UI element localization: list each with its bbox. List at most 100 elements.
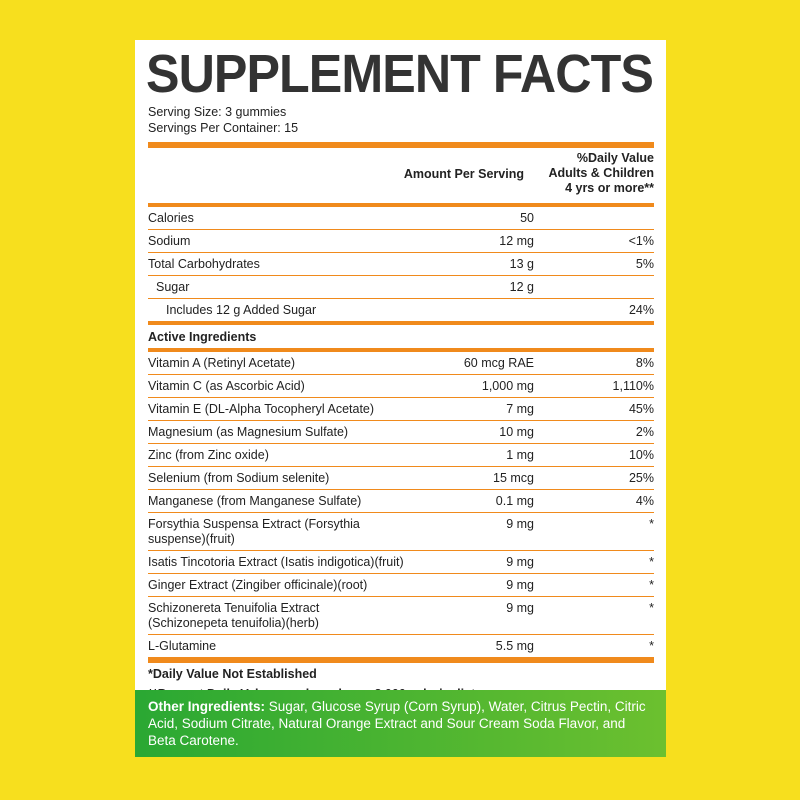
ingredient-name-line: Sodium (148, 234, 191, 248)
ingredient-name: Sugar (148, 280, 404, 295)
amount-per-serving: 12 mg (499, 234, 534, 248)
amount-header: Amount Per Serving (403, 167, 524, 181)
table-row: Vitamin A (Retinyl Acetate) 60 mcg RAE 8% (148, 352, 654, 375)
ingredient-name: Magnesium (as Magnesium Sulfate) (148, 425, 404, 440)
ingredient-name: Forsythia Suspensa Extract (Forsythia su… (148, 517, 404, 547)
amount-per-serving: 60 mcg RAE (463, 356, 534, 370)
table-row: Magnesium (as Magnesium Sulfate) 10 mg 2% (148, 421, 654, 444)
amount-per-serving: 1 mg (506, 448, 534, 462)
ingredient-name-line: (Schizonepeta tenuifolia)(herb) (148, 616, 319, 630)
ingredient-name: Includes 12 g Added Sugar (148, 303, 404, 318)
table-row: Forsythia Suspensa Extract (Forsythia su… (148, 513, 654, 551)
amount-per-serving: 10 mg (499, 425, 534, 439)
amount-per-serving: 9 mg (506, 601, 534, 615)
table-row: L-Glutamine 5.5 mg * (148, 635, 654, 657)
daily-value-header: %Daily Value Adults & Children 4 yrs or … (534, 151, 654, 196)
amount-per-serving: 9 mg (506, 555, 534, 569)
divider-medium (148, 348, 654, 352)
ingredient-name-line: Isatis Tincotoria Extract (Isatis indigo… (148, 555, 404, 569)
ingredient-name: Sodium (148, 234, 404, 249)
dv-header-line: Adults & Children (548, 166, 654, 180)
divider-medium (148, 203, 654, 207)
ingredient-name: Selenium (from Sodium selenite) (148, 471, 404, 486)
ingredient-name: Calories (148, 211, 404, 226)
dv-header-line: 4 yrs or more** (565, 181, 654, 195)
ingredient-name-line: Vitamin E (DL-Alpha Tocopheryl Acetate) (148, 402, 375, 416)
ingredient-name-line: Manganese (from Manganese Sulfate) (148, 494, 362, 508)
servings-per-container: Servings Per Container: 15 (148, 121, 299, 135)
active-ingredients-table: Vitamin A (Retinyl Acetate) 60 mcg RAE 8% V… (148, 352, 654, 657)
ingredient-name-line: Total Carbohydrates (148, 257, 260, 271)
table-row: Sodium 12 mg <1% (148, 230, 654, 253)
divider-medium (148, 321, 654, 325)
daily-value: 5% (635, 257, 654, 271)
daily-value: 4% (635, 494, 654, 508)
other-ingredients-text: Sugar, Glucose Syrup (Corn Syrup), Water… (148, 699, 646, 748)
ingredient-name-line: Vitamin A (Retinyl Acetate) (148, 356, 296, 370)
ingredient-name: Vitamin A (Retinyl Acetate) (148, 356, 404, 371)
amount-per-serving: 7 mg (506, 402, 534, 416)
ingredient-name-line: Selenium (from Sodium selenite) (148, 471, 330, 485)
daily-value: 8% (635, 356, 654, 370)
ingredient-name-line: Calories (148, 211, 194, 225)
ingredient-name-line: Includes 12 g Added Sugar (166, 303, 317, 317)
ingredient-name: Vitamin C (as Ascorbic Acid) (148, 379, 404, 394)
ingredient-name-line: Forsythia Suspensa Extract (Forsythia su… (148, 517, 360, 546)
other-ingredients: Other Ingredients: Sugar, Glucose Syrup … (135, 690, 666, 757)
ingredient-name: Manganese (from Manganese Sulfate) (148, 494, 404, 509)
ingredient-name: Vitamin E (DL-Alpha Tocopheryl Acetate) (148, 402, 404, 417)
amount-per-serving: 12 g (509, 280, 534, 294)
divider-thick (148, 657, 654, 663)
supplement-facts-panel: SUPPLEMENT FACTS Serving Size: 3 gummies… (135, 40, 666, 757)
footnote-dv-not-established: *Daily Value Not Established (148, 667, 317, 681)
daily-value: 24% (628, 303, 654, 317)
table-row: Total Carbohydrates 13 g 5% (148, 253, 654, 276)
table-row: Sugar 12 g (148, 276, 654, 299)
ingredient-name-line: Ginger Extract (Zingiber officinale)(roo… (148, 578, 368, 592)
ingredient-name-line: L-Glutamine (148, 639, 217, 653)
ingredient-name-line: Vitamin C (as Ascorbic Acid) (148, 379, 305, 393)
amount-per-serving: 0.1 mg (495, 494, 534, 508)
table-row: Zinc (from Zinc oxide) 1 mg 10% (148, 444, 654, 467)
amount-per-serving: 15 mcg (493, 471, 534, 485)
ingredient-name: Zinc (from Zinc oxide) (148, 448, 404, 463)
panel-title: SUPPLEMENT FACTS (146, 44, 654, 104)
daily-value: 45% (628, 402, 654, 416)
amount-per-serving: 1,000 mg (481, 379, 534, 393)
column-header: Amount Per Serving %Daily Value Adults &… (148, 148, 654, 203)
active-ingredients-heading: Active Ingredients (148, 330, 257, 344)
ingredient-name-line: Schizonereta Tenuifolia Extract (148, 601, 320, 615)
ingredient-name: Ginger Extract (Zingiber officinale)(roo… (148, 578, 404, 593)
amount-per-serving: 13 g (509, 257, 534, 271)
divider-thick (148, 142, 654, 148)
amount-per-serving: 5.5 mg (495, 639, 534, 653)
daily-value: * (649, 639, 654, 653)
table-row: Ginger Extract (Zingiber officinale)(roo… (148, 574, 654, 597)
table-row: Manganese (from Manganese Sulfate) 0.1 mg… (148, 490, 654, 513)
table-row: Vitamin C (as Ascorbic Acid) 1,000 mg 1,11… (148, 375, 654, 398)
ingredient-name-line: Sugar (156, 280, 190, 294)
table-row: Isatis Tincotoria Extract (Isatis indigo… (148, 551, 654, 574)
ingredient-name: Schizonereta Tenuifolia Extract (Schizone… (148, 601, 404, 631)
ingredient-name: Total Carbohydrates (148, 257, 404, 272)
daily-value: * (649, 578, 654, 592)
ingredient-name-line: Magnesium (as Magnesium Sulfate) (148, 425, 349, 439)
table-row: Includes 12 g Added Sugar 24% (148, 299, 654, 321)
other-ingredients-label: Other Ingredients: (148, 699, 266, 714)
table-row: Schizonereta Tenuifolia Extract (Schizone… (148, 597, 654, 635)
daily-value: 2% (635, 425, 654, 439)
daily-value: * (649, 555, 654, 569)
daily-value: 1,110% (612, 379, 654, 393)
table-row: Vitamin E (DL-Alpha Tocopheryl Acetate) 7… (148, 398, 654, 421)
daily-value: * (649, 517, 654, 531)
ingredient-name: Isatis Tincotoria Extract (Isatis indigo… (148, 555, 404, 570)
amount-per-serving: 9 mg (506, 578, 534, 592)
table-row: Calories 50 (148, 207, 654, 230)
daily-value: 25% (628, 471, 654, 485)
nutrition-table: Calories 50 Sodium 12 mg <1% Total Carbohydra… (148, 207, 654, 321)
ingredient-name: L-Glutamine (148, 639, 404, 654)
ingredient-name-line: Zinc (from Zinc oxide) (148, 448, 269, 462)
amount-per-serving: 9 mg (506, 517, 534, 531)
amount-per-serving: 50 (520, 211, 534, 225)
daily-value: 10% (628, 448, 654, 462)
